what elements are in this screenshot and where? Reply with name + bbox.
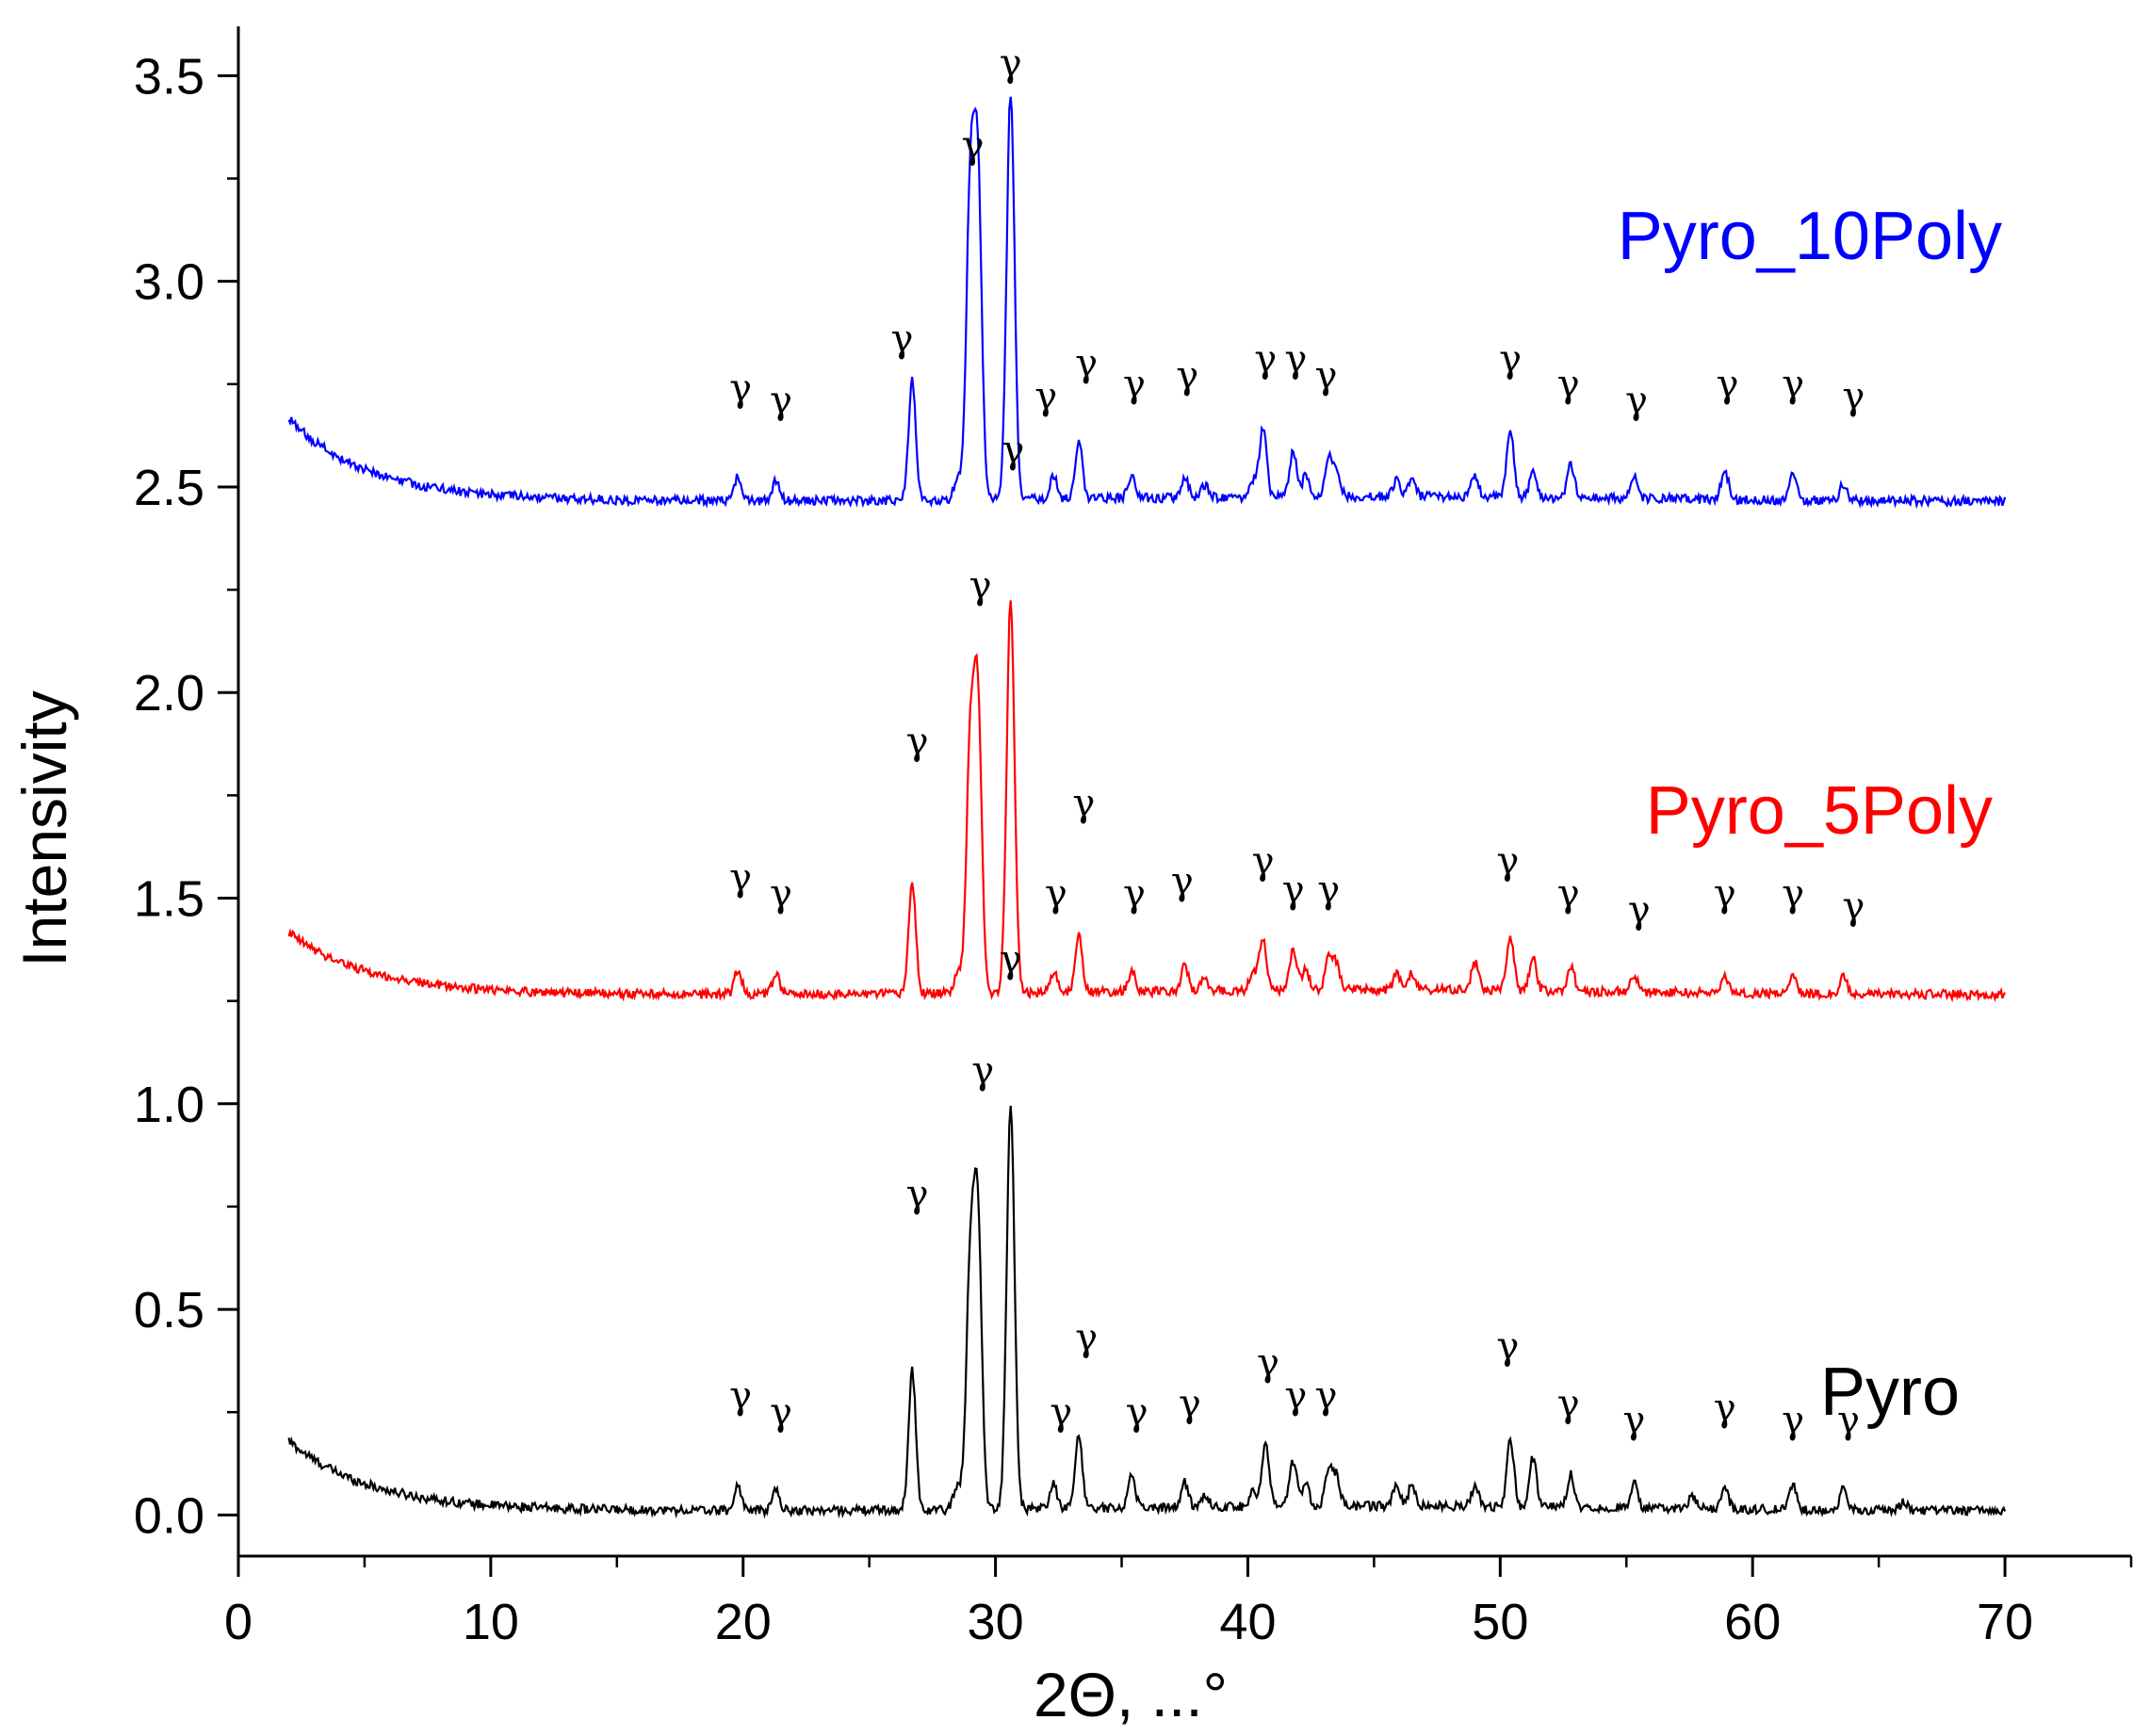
x-tick-label: 30 xyxy=(968,1594,1024,1650)
series-layer xyxy=(287,96,2007,1519)
gamma-label: γ xyxy=(1628,889,1651,933)
y-tick-label: 2.5 xyxy=(134,460,204,516)
gamma-label: γ xyxy=(1072,782,1095,825)
gamma-label: γ xyxy=(1496,839,1519,883)
gamma-label: γ xyxy=(1714,1387,1736,1430)
y-tick-label: 3.5 xyxy=(134,48,204,105)
x-tick-label: 60 xyxy=(1724,1594,1781,1650)
gamma-label: γ xyxy=(1782,1399,1804,1442)
gamma-label: γ xyxy=(1842,884,1865,928)
x-tick-label: 10 xyxy=(463,1594,519,1650)
y-tick-label: 2.0 xyxy=(134,665,204,722)
gamma-label: γ xyxy=(1123,363,1146,406)
series-line-pyro_10poly xyxy=(287,96,2007,510)
gamma-label: γ xyxy=(1282,868,1305,912)
gamma-label: γ xyxy=(1782,872,1804,916)
gamma-label: γ xyxy=(1842,375,1865,418)
gamma-label: γ xyxy=(1176,354,1198,397)
gamma-label: γ xyxy=(1496,1324,1519,1368)
gamma-label: γ xyxy=(1034,375,1057,418)
gamma-label: γ xyxy=(906,1173,929,1216)
gamma-label: γ xyxy=(1622,1399,1645,1442)
y-tick-label: 1.0 xyxy=(134,1077,204,1133)
gamma-label: γ xyxy=(1257,1341,1279,1385)
x-tick-label: 20 xyxy=(715,1594,772,1650)
axis-layer: 0.0 0.5 1.0 1.5 2.0 2.5 3.0 3.5 0 10 20 30 40 50 60 70 xyxy=(134,26,2133,1650)
gamma-label: γ xyxy=(1050,1390,1072,1434)
y-tick-label: 3.0 xyxy=(134,254,204,311)
gamma-label: γ xyxy=(1317,868,1340,912)
gamma-label: γ xyxy=(729,1374,752,1418)
gamma-label: γ xyxy=(1002,429,1024,472)
gamma-label: γ xyxy=(1075,342,1098,385)
gamma-label: γ xyxy=(1499,338,1522,381)
gamma-label: γ xyxy=(1000,41,1022,85)
gamma-label: γ xyxy=(1557,1383,1580,1426)
series-label-pyro_10poly: Pyro_10Poly xyxy=(1618,199,2002,274)
x-tick-label: 40 xyxy=(1219,1594,1276,1650)
gamma-label: γ xyxy=(1557,872,1580,916)
gamma-label: γ xyxy=(969,564,992,608)
gamma-label: γ xyxy=(1254,338,1277,381)
x-tick-label: 0 xyxy=(224,1594,252,1650)
gamma-label: γ xyxy=(1315,354,1338,397)
series-label-layer: Pyro Pyro_5Poly Pyro_10Poly xyxy=(1618,199,2002,1430)
y-tick-label: 0.0 xyxy=(134,1487,204,1544)
gamma-label: γ xyxy=(891,317,914,361)
gamma-label: γ xyxy=(1000,938,1022,982)
gamma-label: γ xyxy=(1252,839,1275,883)
gamma-label: γ xyxy=(1716,363,1738,406)
gamma-label: γ xyxy=(770,872,792,916)
gamma-label: γ xyxy=(1171,860,1194,903)
gamma-label: γ xyxy=(1179,1383,1201,1426)
gamma-label: γ xyxy=(906,721,929,764)
gamma-label: γ xyxy=(1126,1390,1148,1434)
series-line-pyro_5poly xyxy=(287,600,2007,1003)
gamma-label: γ xyxy=(1557,363,1580,406)
y-axis-title: Intensivity xyxy=(9,690,79,966)
x-tick-label: 50 xyxy=(1472,1594,1528,1650)
gamma-label: γ xyxy=(1625,379,1648,422)
gamma-label: γ xyxy=(1782,363,1804,406)
gamma-label: γ xyxy=(1714,872,1736,916)
y-tick-label: 1.5 xyxy=(134,871,204,928)
series-label-pyro: Pyro xyxy=(1820,1355,1960,1430)
series-line-pyro xyxy=(287,1105,2007,1519)
gamma-label: γ xyxy=(1045,872,1067,916)
gamma-label: γ xyxy=(1123,872,1146,916)
gamma-label: γ xyxy=(1075,1317,1098,1360)
gamma-label: γ xyxy=(1284,338,1307,381)
x-tick-label: 70 xyxy=(1977,1594,2033,1650)
series-label-pyro_5poly: Pyro_5Poly xyxy=(1646,773,1993,849)
gamma-label: γ xyxy=(770,1390,792,1434)
gamma-label: γ xyxy=(729,366,752,410)
gamma-label: γ xyxy=(1837,1399,1860,1442)
y-tick-label: 0.5 xyxy=(134,1282,204,1339)
gamma-label: γ xyxy=(962,124,985,168)
gamma-label: γ xyxy=(971,1049,994,1093)
x-axis-title: 2Θ, ...° xyxy=(1034,1660,1228,1729)
gamma-label: γ xyxy=(1315,1374,1338,1418)
gamma-label: γ xyxy=(770,379,792,422)
gamma-label: γ xyxy=(1284,1374,1307,1418)
gamma-label: γ xyxy=(729,856,752,900)
